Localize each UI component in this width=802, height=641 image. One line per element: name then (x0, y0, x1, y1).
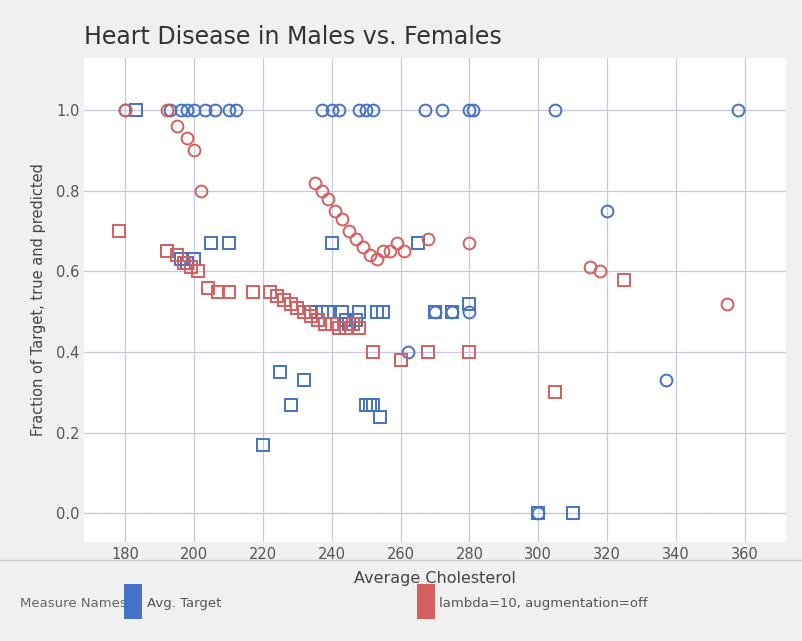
Bar (417, 585, 435, 619)
Text: Heart Disease in Males vs. Females: Heart Disease in Males vs. Females (84, 25, 502, 49)
Bar (124, 585, 142, 619)
Y-axis label: Fraction of Target, true and predicted: Fraction of Target, true and predicted (31, 163, 47, 436)
Text: lambda=10, augmentation=off: lambda=10, augmentation=off (439, 597, 648, 610)
Text: Measure Names: Measure Names (20, 597, 127, 610)
X-axis label: Average Cholesterol: Average Cholesterol (354, 571, 516, 587)
Text: Avg. Target: Avg. Target (147, 597, 221, 610)
